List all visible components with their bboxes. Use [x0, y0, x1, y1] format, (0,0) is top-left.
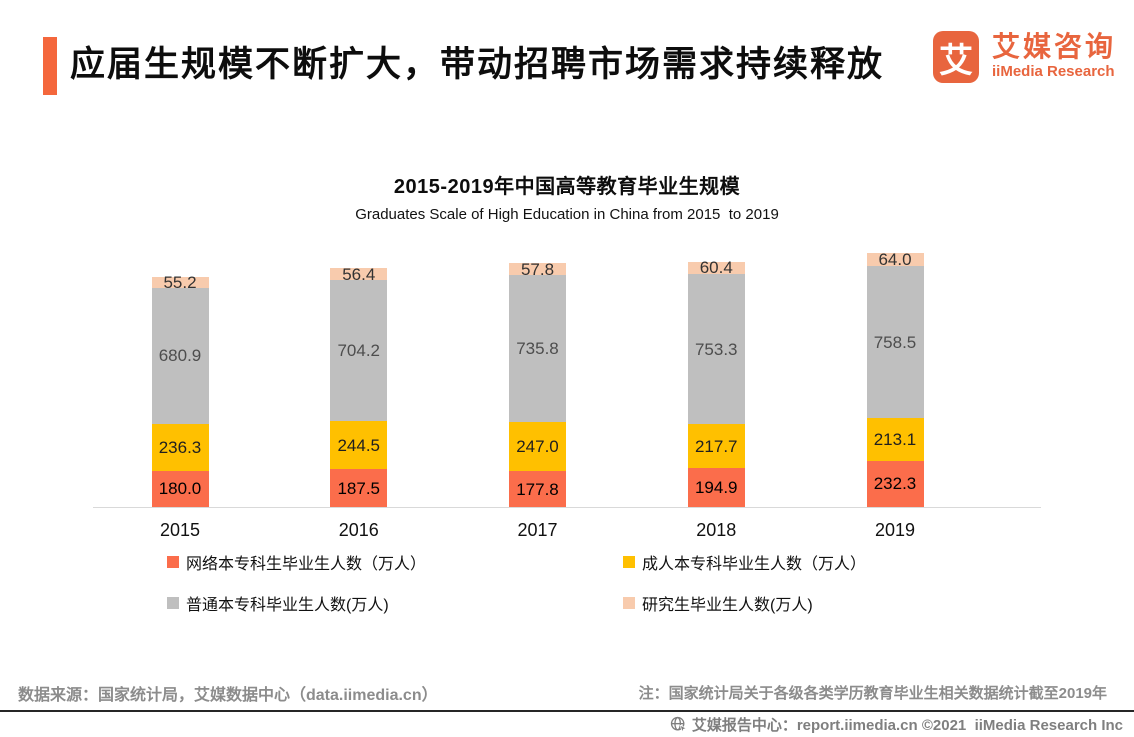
segment-value-label: 753.3 [694, 339, 738, 359]
bar-segment: 177.8 [509, 471, 566, 507]
logo-name-en: iiMedia Research [992, 63, 1115, 80]
segment-value-label: 217.7 [694, 436, 738, 456]
bar-segment: 236.3 [151, 423, 209, 471]
segment-value-label: 236.3 [158, 437, 202, 457]
bar-segment: 55.2 [151, 272, 209, 292]
segment-value-label: 232.3 [873, 474, 917, 494]
legend-marker-icon [623, 596, 635, 609]
iimedia-logo: 艾 艾媒咨询 iiMedia Research [933, 31, 1116, 83]
bar-segment: 232.3 [866, 460, 924, 507]
logo-text: 艾媒咨询 iiMedia Research [992, 31, 1116, 81]
bar-segment: 194.9 [687, 468, 745, 507]
x-axis-tick-label: 2018 [696, 520, 737, 540]
segment-value-label: 55.2 [163, 272, 197, 292]
chart-legend: 网络本专科生毕业生人数（万人） 成人本专科毕业生人数（万人） 普通本专科毕业生人数(… [167, 549, 866, 615]
globe-icon [670, 716, 687, 733]
segment-value-label: 180.0 [158, 479, 202, 499]
bar-segment: 244.5 [330, 420, 388, 470]
bar-2018: 60.4 753.3 217.7 194.9 [687, 258, 745, 507]
legend-item: 网络本专科生毕业生人数（万人） [167, 549, 623, 574]
x-axis-tick-label: 2019 [874, 520, 916, 540]
bar-segment: 217.7 [687, 424, 745, 468]
bar-segment: 753.3 [687, 273, 745, 425]
chart-title: 2015-2019年中国高等教育毕业生规模 [393, 176, 741, 198]
bar-segment: 64.0 [866, 250, 924, 270]
segment-value-label: 680.9 [158, 346, 202, 366]
bar-segment: 247.0 [509, 422, 566, 472]
legend-label: 网络本专科生毕业生人数（万人） [186, 555, 427, 573]
segment-value-label: 247.0 [516, 437, 559, 457]
legend-marker-icon [167, 555, 179, 568]
segment-value-label: 213.1 [873, 429, 917, 449]
bar-segment: 57.8 [509, 259, 566, 279]
bar-segment: 680.9 [151, 287, 209, 424]
segment-value-label: 704.2 [337, 340, 381, 360]
bottom-divider [0, 710, 1134, 712]
bar-segment: 60.4 [687, 258, 745, 278]
logo-name-cn: 艾媒咨询 [992, 31, 1117, 62]
segment-value-label: 735.8 [516, 338, 559, 358]
bar-2017: 57.8 735.8 247.0 177.8 [509, 259, 566, 507]
bar-segment: 758.5 [866, 266, 924, 418]
segment-value-label: 187.5 [337, 478, 381, 498]
segment-value-label: 60.4 [699, 258, 733, 278]
data-source: 数据来源：国家统计局，艾媒数据中心（data.iimedia.cn） [18, 687, 438, 704]
x-axis-tick-label: 2015 [159, 520, 201, 540]
x-axis-tick-label: 2016 [338, 520, 379, 540]
chart-subtitle: Graduates Scale of High Education in Chi… [355, 206, 779, 223]
legend-item: 成人本专科毕业生人数（万人） [623, 549, 866, 574]
legend-marker-icon [623, 555, 635, 568]
segment-value-label: 194.9 [694, 477, 738, 497]
segment-value-label: 244.5 [337, 435, 381, 455]
bar-segment: 704.2 [330, 279, 388, 421]
bar-segment: 180.0 [151, 470, 209, 507]
footer-note: 注：国家统计局关于各级各类学历教育毕业生相关数据统计截至2019年 [638, 685, 1107, 702]
page-title: 应届生规模不断扩大，带动招聘市场需求持续释放 [70, 45, 885, 84]
segment-value-label: 57.8 [520, 259, 555, 279]
bar-segment: 213.1 [866, 417, 924, 461]
bar-2015: 55.2 680.9 236.3 180.0 [151, 272, 209, 507]
logo-mark-glyph: 艾 [939, 41, 973, 80]
segment-value-label: 56.4 [342, 264, 376, 284]
legend-marker-icon [167, 596, 179, 609]
x-axis-line [93, 507, 1041, 508]
bar-segment: 187.5 [330, 469, 388, 507]
iimedia-logo-icon: 艾 [933, 31, 979, 83]
title-accent-bar [43, 37, 57, 95]
bottom-bar-text: 艾媒报告中心：report.iimedia.cn ©2021 iiMedia R… [691, 717, 1123, 734]
segment-value-label: 177.8 [516, 479, 559, 499]
legend-item: 研究生毕业生人数(万人) [623, 590, 866, 615]
bar-2016: 56.4 704.2 244.5 187.5 [330, 266, 388, 507]
legend-label: 研究生毕业生人数(万人) [642, 596, 813, 614]
bar-segment: 735.8 [509, 274, 566, 423]
x-axis-tick-label: 2017 [517, 520, 558, 540]
legend-item: 普通本专科毕业生人数(万人) [167, 590, 623, 615]
bottom-bar: 艾媒报告中心：report.iimedia.cn ©2021 iiMedia R… [670, 714, 1123, 735]
legend-label: 普通本专科毕业生人数(万人) [186, 596, 389, 614]
legend-label: 成人本专科毕业生人数（万人） [642, 555, 867, 573]
segment-value-label: 64.0 [878, 250, 912, 270]
segment-value-label: 758.5 [873, 332, 917, 352]
bar-2019: 64.0 758.5 213.1 232.3 [866, 250, 924, 507]
bar-segment: 56.4 [330, 266, 388, 283]
